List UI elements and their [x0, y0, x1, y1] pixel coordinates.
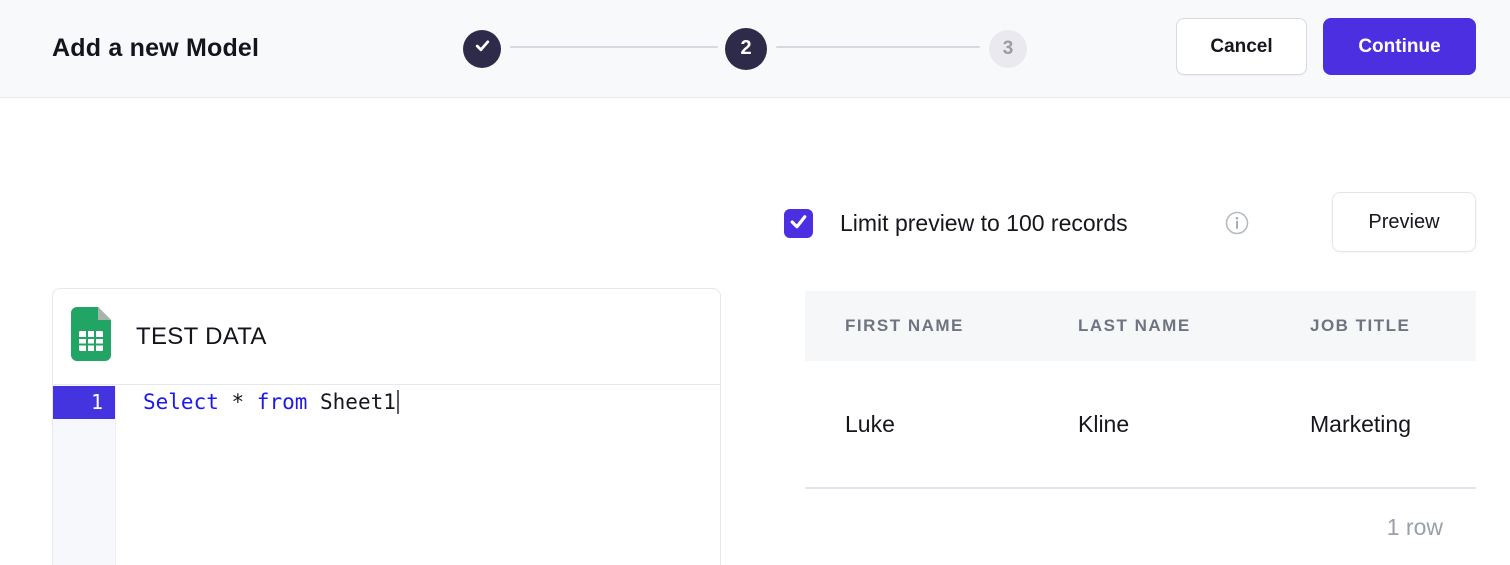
table-cell: Luke [845, 410, 895, 437]
source-header: TEST DATA [53, 289, 720, 385]
page-title: Add a new Model [52, 34, 260, 62]
sql-token: Sheet1 [307, 390, 396, 414]
limit-preview-label: Limit preview to 100 records [840, 209, 1128, 236]
column-header: JOB TITLE [1310, 316, 1411, 335]
text-cursor [396, 390, 399, 414]
check-icon [788, 211, 809, 237]
stepper-connector [510, 46, 718, 48]
step-number: 2 [740, 37, 752, 59]
limit-preview-checkbox[interactable] [784, 209, 813, 238]
info-icon[interactable] [1225, 211, 1249, 235]
table-divider [805, 487, 1476, 489]
line-number: 1 [53, 386, 115, 419]
query-editor-card: TEST DATA 1 Select * from Sheet1 [52, 288, 721, 565]
source-name: TEST DATA [136, 322, 267, 350]
preview-table-header: FIRST NAME LAST NAME JOB TITLE [805, 291, 1476, 361]
preview-table: FIRST NAME LAST NAME JOB TITLE Luke Klin… [805, 291, 1476, 565]
table-row: Luke Kline Marketing [805, 361, 1476, 487]
sql-editor[interactable]: 1 Select * from Sheet1 [53, 385, 720, 565]
sql-token: from [256, 390, 308, 414]
continue-button[interactable]: Continue [1323, 18, 1476, 75]
cancel-button[interactable]: Cancel [1176, 18, 1307, 75]
row-count: 1 row [1386, 513, 1443, 540]
sql-token: * [218, 390, 257, 414]
sql-code-text[interactable]: Select * from Sheet1 [143, 386, 399, 419]
code-line-1[interactable]: 1 Select * from Sheet1 [53, 386, 720, 419]
stepper-step-3-upcoming: 3 [989, 29, 1027, 68]
table-cell: Kline [1078, 410, 1130, 437]
check-icon [474, 37, 491, 60]
stepper-step-1-completed[interactable] [463, 29, 501, 68]
stepper-connector [776, 46, 980, 48]
stepper-step-2-active: 2 [725, 27, 767, 70]
google-sheets-icon [71, 307, 111, 366]
step-number: 3 [1002, 37, 1014, 59]
column-header: FIRST NAME [845, 316, 964, 335]
sql-token: Select [143, 390, 219, 414]
wizard-header: Add a new Model 2 3 Cancel Continue [0, 0, 1510, 98]
preview-button[interactable]: Preview [1332, 192, 1476, 252]
column-header: LAST NAME [1078, 316, 1191, 335]
table-cell: Marketing [1310, 410, 1411, 437]
